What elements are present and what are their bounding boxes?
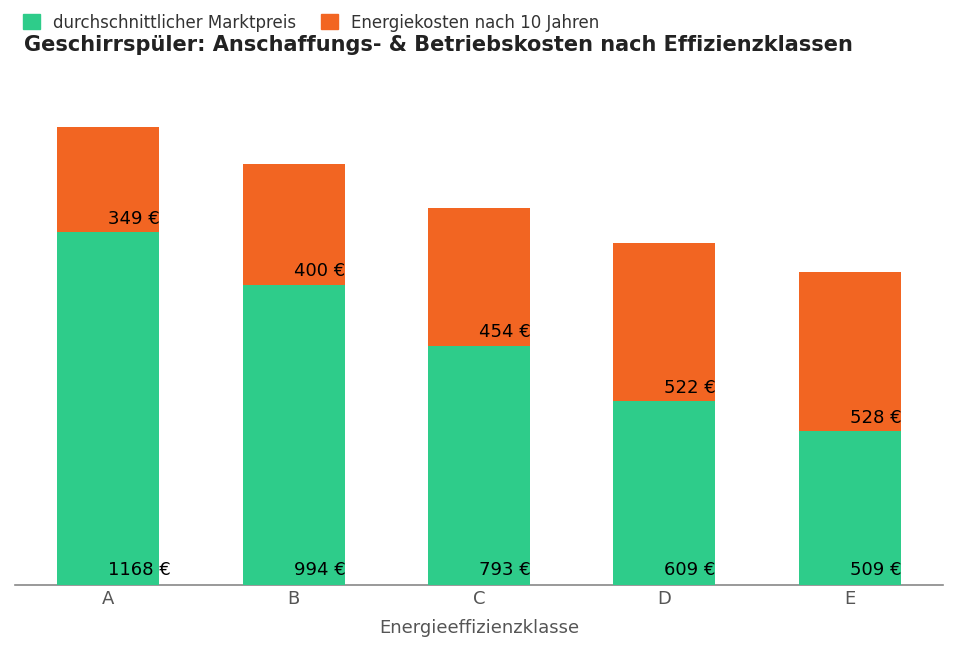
Bar	[613, 401, 716, 585]
Text: 509 €: 509 €	[850, 561, 901, 579]
Text: 609 €: 609 €	[665, 561, 716, 579]
Text: Geschirrspüler: Anschaffungs- & Betriebskosten nach Effizienzklassen: Geschirrspüler: Anschaffungs- & Betriebs…	[24, 35, 854, 55]
Bar	[799, 272, 901, 432]
Legend: durchschnittlicher Marktpreis, Energiekosten nach 10 Jahren: durchschnittlicher Marktpreis, Energieko…	[23, 14, 600, 31]
Bar	[428, 346, 530, 585]
Bar	[428, 209, 530, 346]
Text: 454 €: 454 €	[479, 323, 531, 341]
Text: 528 €: 528 €	[850, 409, 901, 427]
Text: 522 €: 522 €	[665, 379, 717, 396]
Bar	[799, 432, 901, 585]
Text: 793 €: 793 €	[479, 561, 531, 579]
Text: 994 €: 994 €	[293, 561, 345, 579]
Bar	[57, 127, 159, 232]
Bar	[242, 164, 345, 285]
Text: 400 €: 400 €	[293, 262, 345, 280]
Bar	[57, 232, 159, 585]
Bar	[613, 243, 716, 401]
Text: 1168 €: 1168 €	[108, 561, 171, 579]
Bar	[242, 285, 345, 585]
X-axis label: Energieeffizienzklasse: Energieeffizienzklasse	[379, 619, 579, 637]
Text: 349 €: 349 €	[108, 210, 160, 228]
